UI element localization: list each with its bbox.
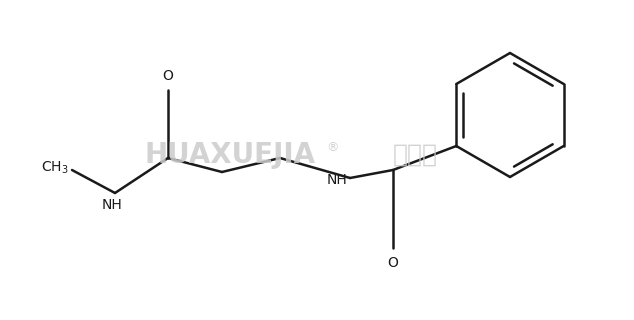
Text: 化学加: 化学加 (392, 143, 437, 167)
Text: NH: NH (101, 198, 122, 212)
Text: CH$_3$: CH$_3$ (41, 160, 69, 176)
Text: O: O (162, 69, 174, 83)
Text: HUAXUEJIA: HUAXUEJIA (145, 141, 316, 169)
Text: NH: NH (327, 173, 347, 187)
Text: ®: ® (326, 141, 339, 155)
Text: O: O (387, 256, 398, 270)
